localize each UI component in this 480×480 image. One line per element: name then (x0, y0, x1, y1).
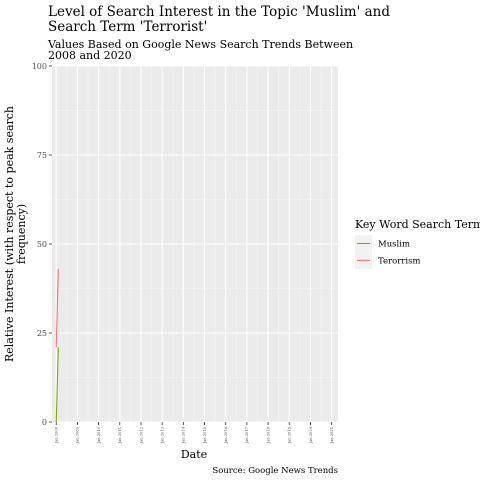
x-tick-label: Jan 2015 (203, 426, 207, 444)
x-tick-label: Jan 2018 (266, 426, 270, 444)
legend-title: Key Word Search Term (355, 218, 480, 231)
x-tick-label: Jan 2010 (97, 426, 101, 444)
x-tick-label: Jan 2020 (309, 426, 313, 444)
y-axis-title-line-1: Relative Interest (with respect to peak … (3, 106, 16, 362)
y-tick-label: 75 (37, 151, 47, 160)
chart-subtitle-line-1: Values Based on Google News Search Trend… (47, 38, 353, 51)
x-tick-label: Jan 2017 (245, 426, 249, 444)
y-tick-label: 25 (37, 329, 47, 338)
series-line-1 (55, 268, 59, 348)
x-tick-label: Jan 2013 (160, 426, 164, 444)
x-tick-label: Jan 2016 (224, 426, 228, 444)
x-tick-label: Jan 2008 (55, 426, 59, 444)
y-tick-label: 100 (32, 62, 47, 71)
chart-caption: Source: Google News Trends (212, 466, 338, 476)
y-tick-label: 50 (37, 240, 47, 249)
grid-lines (52, 65, 338, 423)
y-axis-title-line-2: frequency) (15, 204, 28, 264)
x-tick-label: Jan 2011 (118, 427, 122, 444)
legend: Key Word Search Term Muslim Terorrism (355, 218, 480, 269)
y-axis: 0 25 50 75 100 (32, 62, 52, 427)
x-tick-label: Jan 2009 (76, 426, 80, 444)
series-line-0 (55, 347, 59, 423)
legend-label: Terorrism (378, 257, 421, 267)
chart-subtitle-line-2: 2008 and 2020 (48, 49, 132, 62)
x-tick-label: Jan 2019 (288, 426, 292, 444)
x-axis-title: Date (181, 448, 207, 461)
chart-title-line-1: Level of Search Interest in the Topic 'M… (48, 4, 390, 20)
x-tick-label: Jan 2021 (330, 427, 334, 444)
chart-title-line-2: Search Term 'Terrorist' (48, 19, 207, 35)
legend-label: Muslim (378, 240, 410, 250)
x-axis: Jan 2008 Jan 2009 Jan 2010 Jan 2011 Jan 2012… (55, 422, 334, 444)
x-tick-label: Jan 2014 (182, 426, 186, 444)
series-lines (55, 268, 59, 423)
x-tick-label: Jan 2012 (139, 427, 143, 444)
y-tick-label: 0 (42, 418, 47, 427)
